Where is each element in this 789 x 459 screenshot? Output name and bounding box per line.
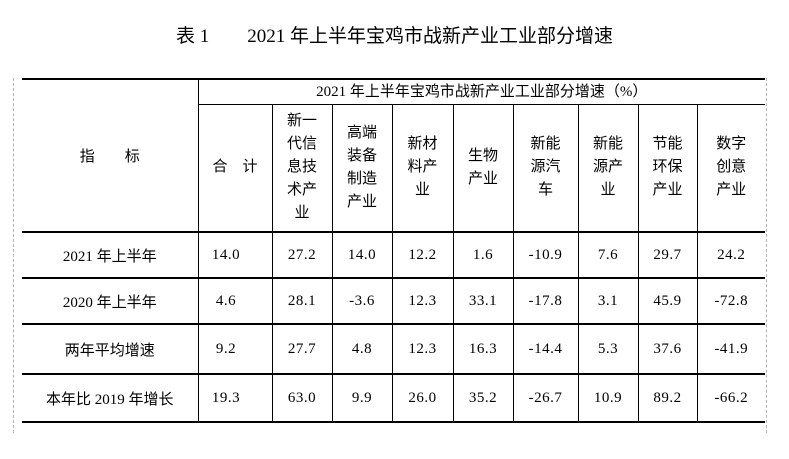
value-cell: 29.7 (637, 231, 698, 279)
column-header-new-energy: 新能 源产 业 (577, 103, 639, 233)
span-header-cell: 2021 年上半年宝鸡市战新产业工业部分增速（%） (197, 78, 766, 105)
value-cell: 19.3 (197, 373, 273, 423)
value-cell: -17.8 (512, 277, 579, 325)
value-cell: -72.8 (696, 277, 766, 325)
table-caption-title: 2021 年上半年宝鸡市战新产业工业部分增速 (247, 26, 614, 47)
value-cell: 12.3 (391, 323, 454, 375)
value-cell: 16.3 (452, 323, 514, 375)
value-cell: -66.2 (696, 373, 766, 423)
row-label: 两年平均增速 (22, 323, 199, 375)
value-cell: 3.1 (577, 277, 639, 325)
value-cell: 7.6 (577, 231, 639, 279)
indicator-header-cell: 指 标 (22, 78, 199, 233)
value-cell: -14.4 (512, 323, 579, 375)
row-label: 2020 年上半年 (22, 277, 199, 325)
column-header-total: 合 计 (197, 103, 273, 233)
row-label: 本年比 2019 年增长 (22, 373, 199, 423)
column-header-next-gen-info-tech: 新一 代信 息技 术产 业 (271, 103, 333, 233)
value-cell: -41.9 (696, 323, 766, 375)
value-cell: -26.7 (512, 373, 579, 423)
value-cell: 1.6 (452, 231, 514, 279)
value-cell: 10.9 (577, 373, 639, 423)
table-caption-number: 表 1 (175, 26, 210, 47)
table-row: 2021 年上半年 14.0 27.2 14.0 12.2 1.6 -10.9 … (22, 231, 766, 279)
value-cell: 14.0 (197, 231, 273, 279)
column-header-new-energy-vehicles: 新能 源汽 车 (512, 103, 579, 233)
table-row: 本年比 2019 年增长 19.3 63.0 9.9 26.0 35.2 -26… (22, 373, 766, 423)
value-cell: 9.9 (331, 373, 393, 423)
table-caption: 表 1 2021 年上半年宝鸡市战新产业工业部分增速 (0, 26, 789, 48)
value-cell: 35.2 (452, 373, 514, 423)
row-label: 2021 年上半年 (22, 231, 199, 279)
value-cell: -3.6 (331, 277, 393, 325)
column-header-biological: 生物 产业 (452, 103, 514, 233)
value-cell: -10.9 (512, 231, 579, 279)
stats-table: 指 标 2021 年上半年宝鸡市战新产业工业部分增速（%） 合 计 新一 代信 … (22, 78, 766, 423)
table-row: 两年平均增速 9.2 27.7 4.8 12.3 16.3 -14.4 5.3 … (22, 323, 766, 375)
stats-table-container: 指 标 2021 年上半年宝鸡市战新产业工业部分增速（%） 合 计 新一 代信 … (13, 78, 767, 433)
table-row: 2020 年上半年 4.6 28.1 -3.6 12.3 33.1 -17.8 … (22, 277, 766, 325)
value-cell: 27.2 (271, 231, 333, 279)
value-cell: 28.1 (271, 277, 333, 325)
value-cell: 33.1 (452, 277, 514, 325)
column-header-new-materials: 新材 料产 业 (391, 103, 454, 233)
value-cell: 12.2 (391, 231, 454, 279)
value-cell: 63.0 (271, 373, 333, 423)
value-cell: 4.6 (197, 277, 273, 325)
value-cell: 9.2 (197, 323, 273, 375)
value-cell: 27.7 (271, 323, 333, 375)
value-cell: 12.3 (391, 277, 454, 325)
value-cell: 45.9 (637, 277, 698, 325)
value-cell: 24.2 (696, 231, 766, 279)
column-header-energy-saving-environmental: 节能 环保 产业 (637, 103, 698, 233)
value-cell: 4.8 (331, 323, 393, 375)
value-cell: 5.3 (577, 323, 639, 375)
value-cell: 14.0 (331, 231, 393, 279)
value-cell: 37.6 (637, 323, 698, 375)
column-header-digital-creative: 数字 创意 产业 (696, 103, 766, 233)
column-header-high-end-equipment: 高端 装备 制造 产业 (331, 103, 393, 233)
value-cell: 89.2 (637, 373, 698, 423)
value-cell: 26.0 (391, 373, 454, 423)
header-row-columns: 合 计 新一 代信 息技 术产 业 高端 装备 制造 产业 新材 料产 业 生物… (22, 103, 766, 233)
header-row-span: 指 标 2021 年上半年宝鸡市战新产业工业部分增速（%） (22, 78, 766, 233)
